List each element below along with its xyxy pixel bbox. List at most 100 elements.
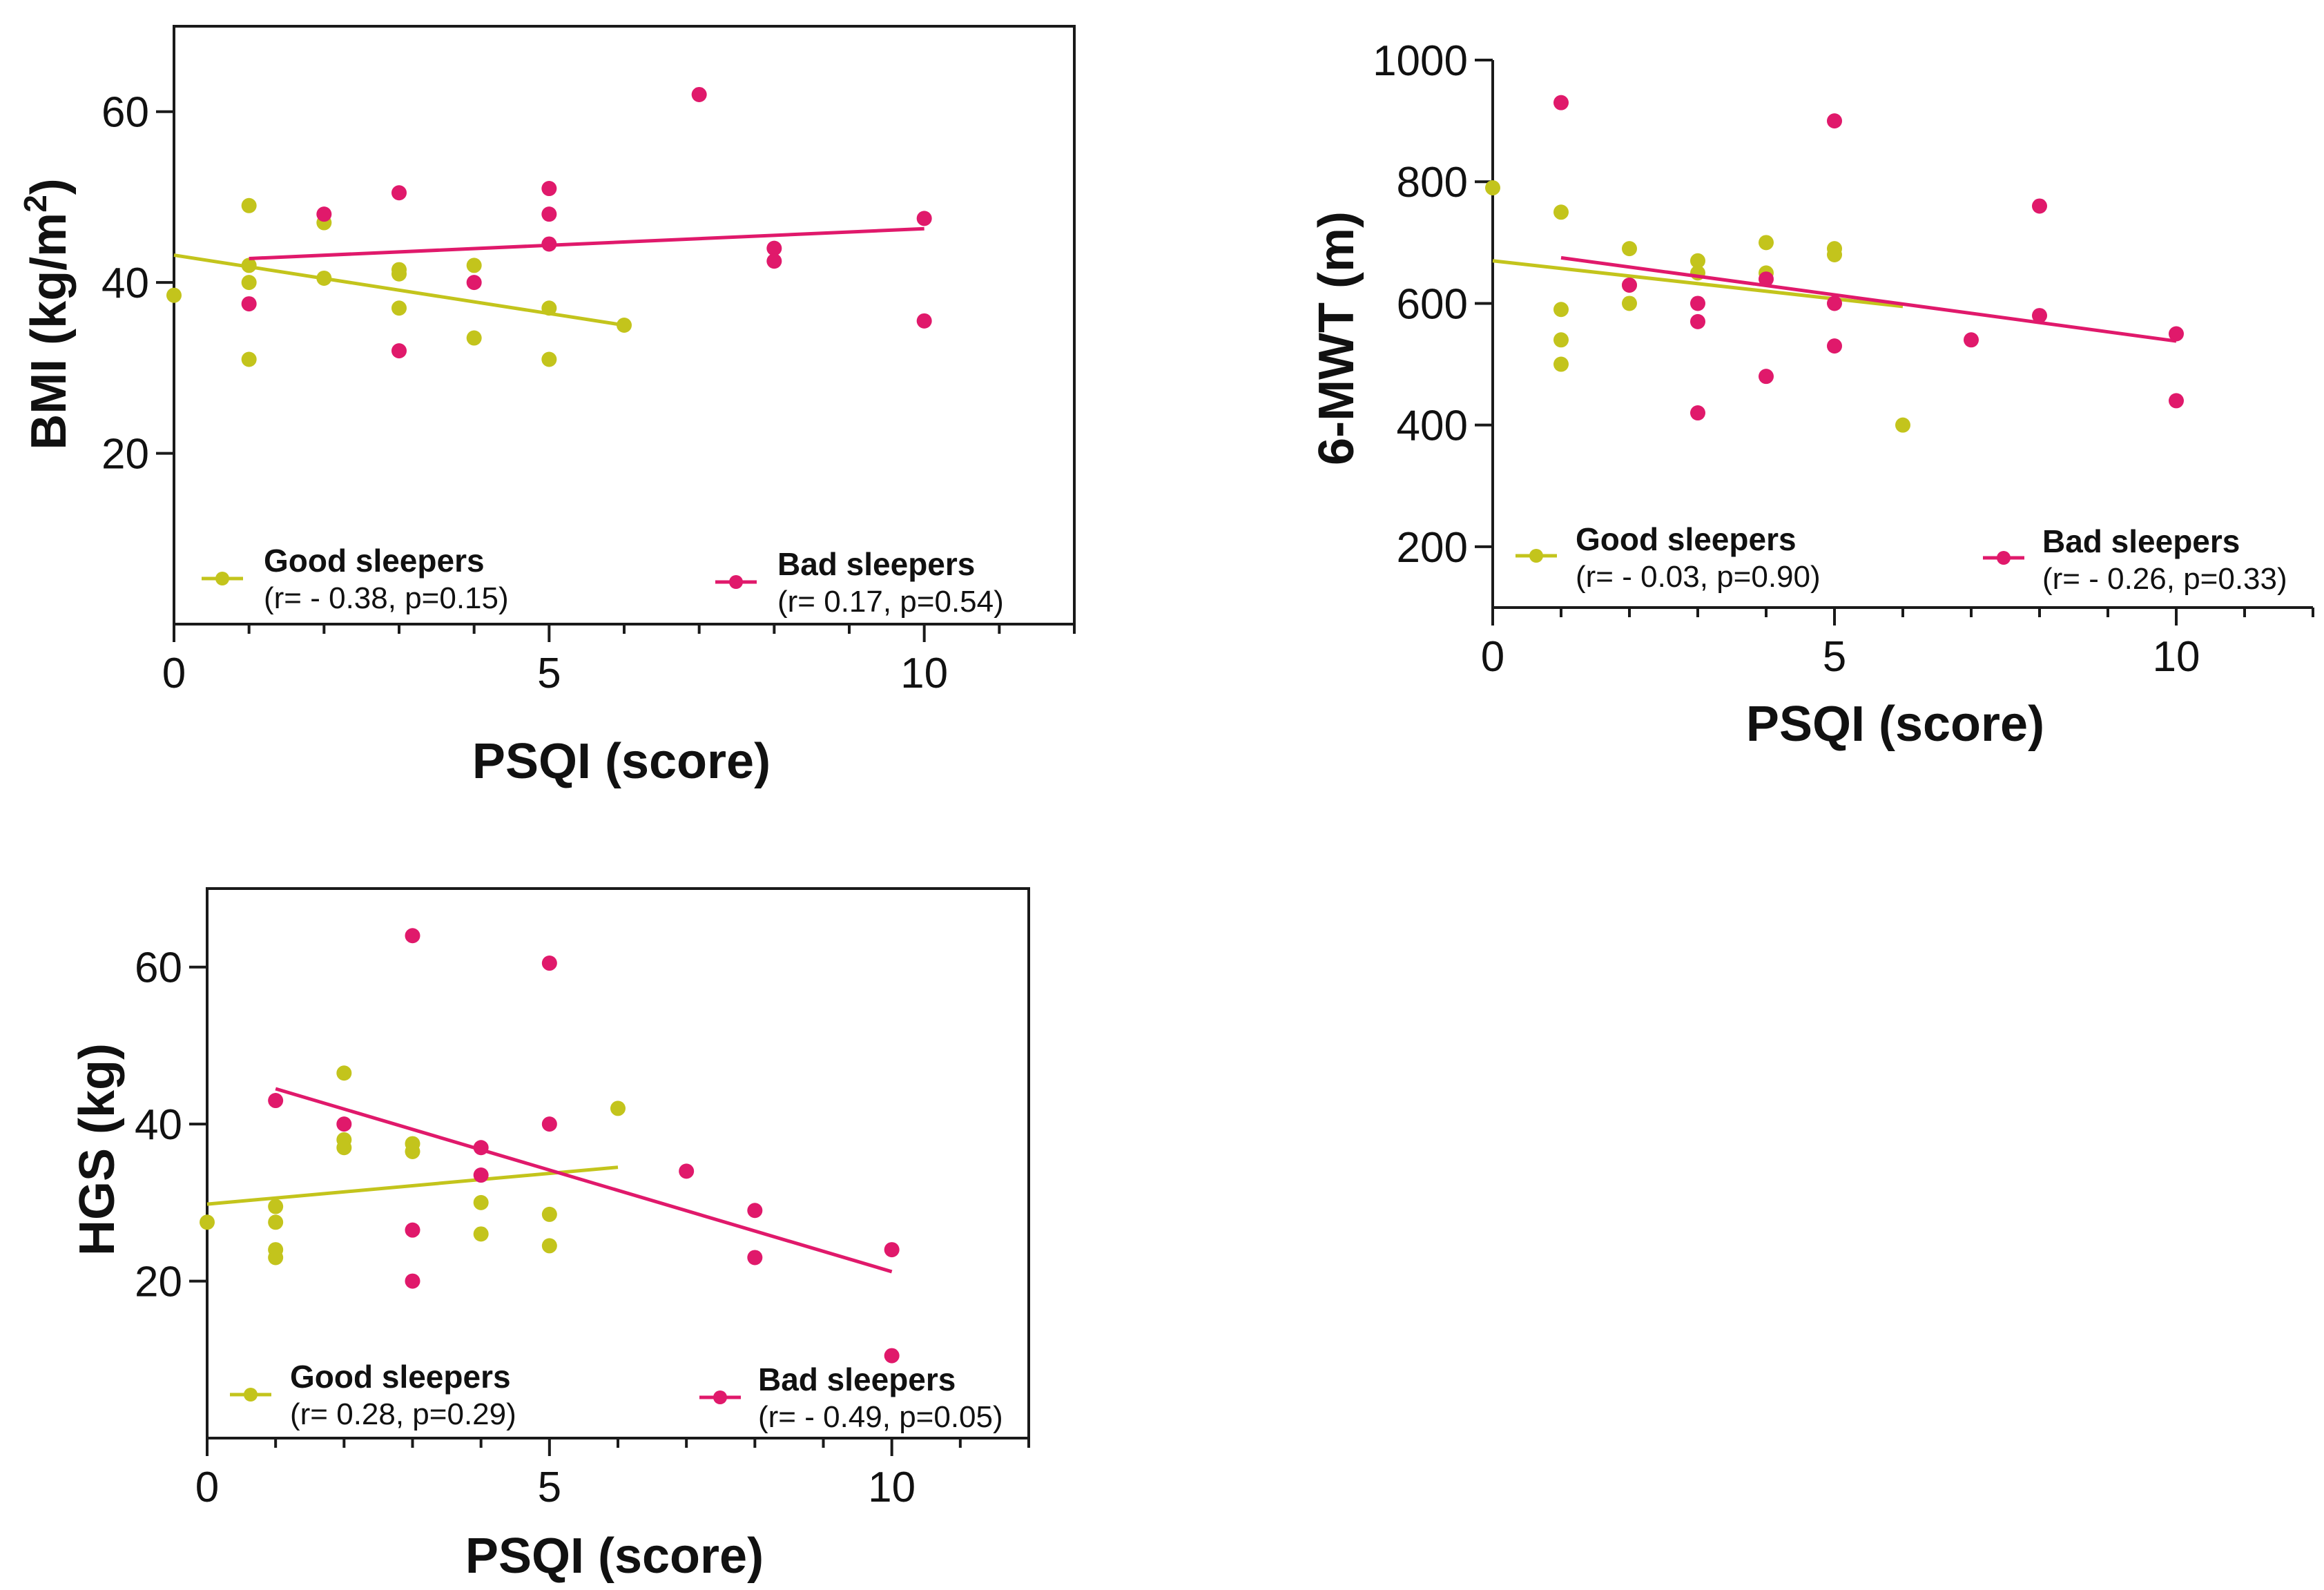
mwt-x-axis-title: PSQI (score): [1746, 697, 2044, 752]
bmi-bad-point: [241, 296, 257, 312]
mwt-bad-point: [1553, 95, 1569, 110]
hgs-good-point: [473, 1194, 489, 1210]
bmi-good-fit-line: [173, 253, 625, 327]
mwt-y-tick-label: 600: [1397, 280, 1468, 328]
hgs-good-point: [610, 1101, 626, 1116]
hgs-bad-point: [405, 1222, 420, 1238]
bmi-legend-bad-name: Bad sleepers: [777, 546, 975, 582]
mwt-good-point: [1622, 295, 1637, 311]
mwt-panel: PSQI (score) 6-MWT (m) 0 5 10 200 400 600 800 1…: [1309, 37, 2314, 752]
hgs-good-point: [541, 1238, 557, 1254]
mwt-y-tick-label: 200: [1397, 524, 1468, 572]
hgs-plot-frame: [206, 887, 1030, 1439]
bmi-y-axis-title-main: BMI (kg/m: [21, 213, 77, 450]
hgs-good-point: [336, 1140, 352, 1156]
mwt-bad-point: [2032, 198, 2047, 214]
mwt-good-point: [1553, 356, 1569, 372]
mwt-good-point: [1827, 246, 1842, 262]
hgs-bad-fit-line: [275, 1087, 893, 1274]
mwt-bad-point: [1759, 369, 1774, 385]
mwt-good-point: [1622, 241, 1637, 257]
mwt-bad-point: [1622, 278, 1637, 293]
mwt-good-point: [1553, 332, 1569, 348]
hgs-y-tick-label: 40: [135, 1101, 182, 1149]
mwt-y-axis-title: 6-MWT (m): [1309, 211, 1364, 465]
hgs-good-fit-line: [206, 1165, 619, 1206]
hgs-good-point: [268, 1214, 284, 1230]
bmi-y-axis-title-close: ): [21, 178, 77, 195]
mwt-x-tick-label: 0: [1481, 633, 1504, 681]
bmi-good-point: [241, 197, 257, 213]
hgs-x-axis-title: PSQI (score): [465, 1529, 764, 1584]
bmi-y-tick-label: 60: [101, 89, 149, 137]
bmi-good-point: [541, 351, 557, 367]
hgs-bad-point: [884, 1348, 900, 1364]
bmi-bad-point: [916, 211, 932, 226]
hgs-good-point: [268, 1250, 284, 1266]
bmi-legend-bad-marker: [729, 575, 743, 589]
bmi-bad-point: [391, 185, 407, 201]
hgs-y-tick-label: 20: [135, 1259, 182, 1306]
hgs-bad-point: [541, 956, 557, 971]
mwt-bad-point: [1759, 271, 1774, 287]
mwt-bad-point: [1827, 338, 1842, 354]
hgs-good-point: [268, 1199, 284, 1214]
mwt-y-tick-label: 400: [1397, 403, 1468, 450]
mwt-legend-bad-name: Bad sleepers: [2042, 523, 2240, 559]
bmi-good-point: [466, 330, 482, 346]
hgs-bad-point: [747, 1203, 763, 1219]
mwt-good-point: [1553, 302, 1569, 318]
bmi-x-tick-label: 0: [162, 650, 186, 697]
hgs-good-point: [405, 1143, 420, 1159]
bmi-bad-point: [391, 343, 407, 359]
bmi-bad-point: [691, 86, 707, 102]
bmi-bad-point: [541, 206, 557, 222]
mwt-y-tick-label: 800: [1397, 159, 1468, 206]
bmi-bad-point: [466, 275, 482, 291]
bmi-bad-point: [766, 240, 782, 256]
bmi-y-axis-title: BMI (kg/m2): [17, 178, 77, 450]
hgs-bad-point: [405, 1273, 420, 1289]
hgs-bad-point: [541, 1116, 557, 1132]
hgs-y-tick-label: 60: [135, 944, 182, 992]
hgs-x-tick-label: 0: [195, 1464, 219, 1511]
hgs-bad-point: [679, 1163, 695, 1179]
hgs-good-point: [336, 1065, 352, 1081]
mwt-bad-point: [1827, 295, 1842, 311]
bmi-legend-bad-stats: (r= 0.17, p=0.54): [777, 585, 1004, 619]
mwt-legend-good-name: Good sleepers: [1576, 521, 1797, 557]
mwt-bad-point: [1690, 405, 1705, 421]
hgs-legend-good-marker: [244, 1388, 258, 1402]
bmi-bad-point: [916, 313, 932, 329]
mwt-y-tick-label: 1000: [1373, 37, 1468, 85]
hgs-bad-point: [405, 928, 420, 944]
mwt-good-point: [1759, 235, 1774, 251]
hgs-good-point: [200, 1214, 215, 1230]
hgs-y-axis-title: HGS (kg): [70, 1043, 125, 1256]
bmi-legend-good-stats: (r= - 0.38, p=0.15): [264, 581, 509, 615]
bmi-good-point: [466, 258, 482, 273]
hgs-x-tick-label: 5: [538, 1464, 561, 1511]
mwt-legend-good-marker: [1529, 549, 1543, 563]
mwt-bad-point: [1827, 113, 1842, 129]
hgs-bad-point: [268, 1093, 284, 1109]
hgs-legend-bad-marker: [713, 1390, 727, 1404]
mwt-bad-fit-line: [1560, 255, 2177, 343]
mwt-legend-good-stats: (r= - 0.03, p=0.90): [1576, 560, 1821, 594]
hgs-bad-point: [747, 1250, 763, 1266]
mwt-x-tick-label: 10: [2153, 633, 2200, 681]
bmi-y-axis-title-sup: 2: [17, 195, 53, 213]
hgs-bad-point: [473, 1167, 489, 1183]
bmi-good-point: [166, 287, 182, 303]
bmi-good-point: [391, 266, 407, 282]
bmi-good-point: [391, 300, 407, 316]
bmi-bad-fit-line: [249, 226, 924, 261]
mwt-bad-point: [1964, 332, 1979, 348]
hgs-good-point: [473, 1226, 489, 1242]
mwt-bad-point: [1690, 313, 1705, 329]
mwt-good-point: [1895, 417, 1910, 433]
bmi-legend-good-marker: [215, 572, 229, 585]
bmi-x-tick-label: 5: [537, 650, 561, 697]
hgs-panel: PSQI (score) HGS (kg) 0 5 10 20 40 60 Good sle…: [70, 887, 1030, 1584]
